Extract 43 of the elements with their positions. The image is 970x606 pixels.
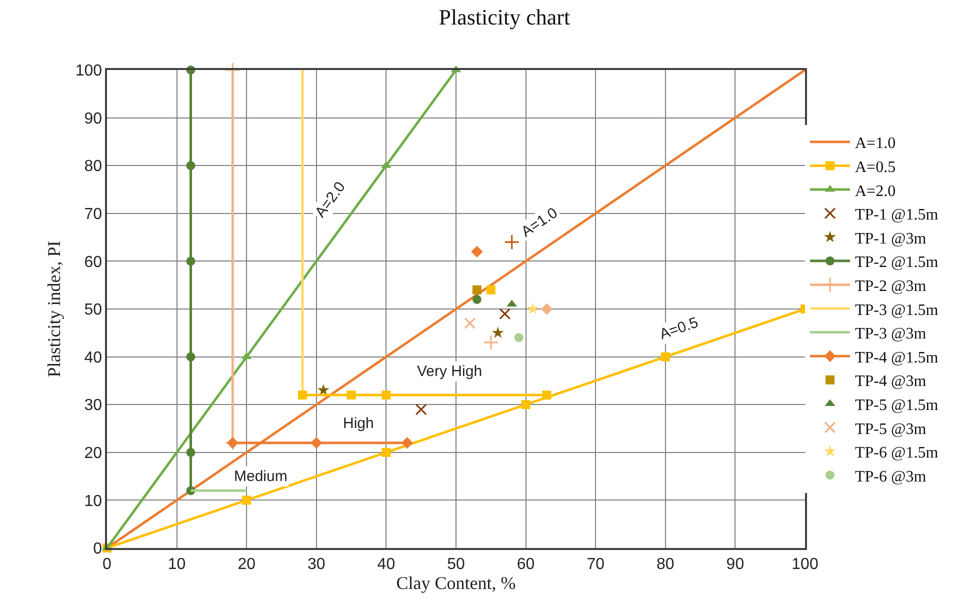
annotation: A=0.5 <box>657 314 700 344</box>
legend-label: TP-4 @1.5m <box>855 349 939 366</box>
legend-label: TP-5 @3m <box>855 420 927 438</box>
x-axis-title: Clay Content, % <box>396 572 516 593</box>
x-tick-label: 10 <box>168 556 186 573</box>
x-tick-label: 30 <box>308 556 326 573</box>
x-tick-label: 20 <box>238 556 256 573</box>
x-tick-label: 80 <box>656 556 674 573</box>
legend-label: TP-6 @3m <box>855 468 927 486</box>
legend-label: TP-4 @3m <box>855 373 927 390</box>
legend-label: TP-3 @3m <box>855 326 927 343</box>
legend-label: TP-2 @3m <box>855 278 927 295</box>
legend-label: TP-1 @1.5m <box>855 206 939 224</box>
x-tick-label: 40 <box>377 556 396 573</box>
annotation: Very High <box>417 363 482 380</box>
y-tick-label: 0 <box>93 540 102 558</box>
legend-label: TP-2 @1.5m <box>855 254 939 272</box>
chart-title: Plasticity chart <box>438 4 570 30</box>
legend-label: A=1.0 <box>855 135 896 152</box>
y-axis-title: Plasticity index, PI <box>44 240 64 378</box>
x-tick-label: 100 <box>792 556 818 573</box>
x-tick-label: 50 <box>447 556 465 573</box>
y-tick-label: 80 <box>84 158 102 176</box>
x-tick-label: 90 <box>726 556 744 573</box>
y-tick-label: 100 <box>75 62 102 80</box>
y-tick-label: 30 <box>84 397 102 414</box>
y-tick-label: 20 <box>84 445 102 462</box>
y-tick-label: 60 <box>84 254 102 271</box>
legend-label: A=0.5 <box>855 158 896 176</box>
legend-label: TP-6 @1.5m <box>855 444 939 462</box>
legend-label: TP-5 @1.5m <box>855 396 939 414</box>
x-tick-label: 60 <box>516 556 535 573</box>
legend-label: A=2.0 <box>855 182 896 200</box>
y-tick-label: 40 <box>84 349 102 366</box>
y-tick-label: 90 <box>84 110 102 128</box>
y-tick-label: 10 <box>84 492 102 510</box>
y-tick-label: 50 <box>84 302 102 319</box>
y-tick-label: 70 <box>84 206 102 223</box>
annotation: Medium <box>234 468 288 485</box>
annotation: High <box>343 415 374 432</box>
x-tick-label: 70 <box>586 556 605 573</box>
legend-label: TP-1 @3m <box>855 230 927 248</box>
legend-label: TP-3 @1.5m <box>855 302 939 319</box>
